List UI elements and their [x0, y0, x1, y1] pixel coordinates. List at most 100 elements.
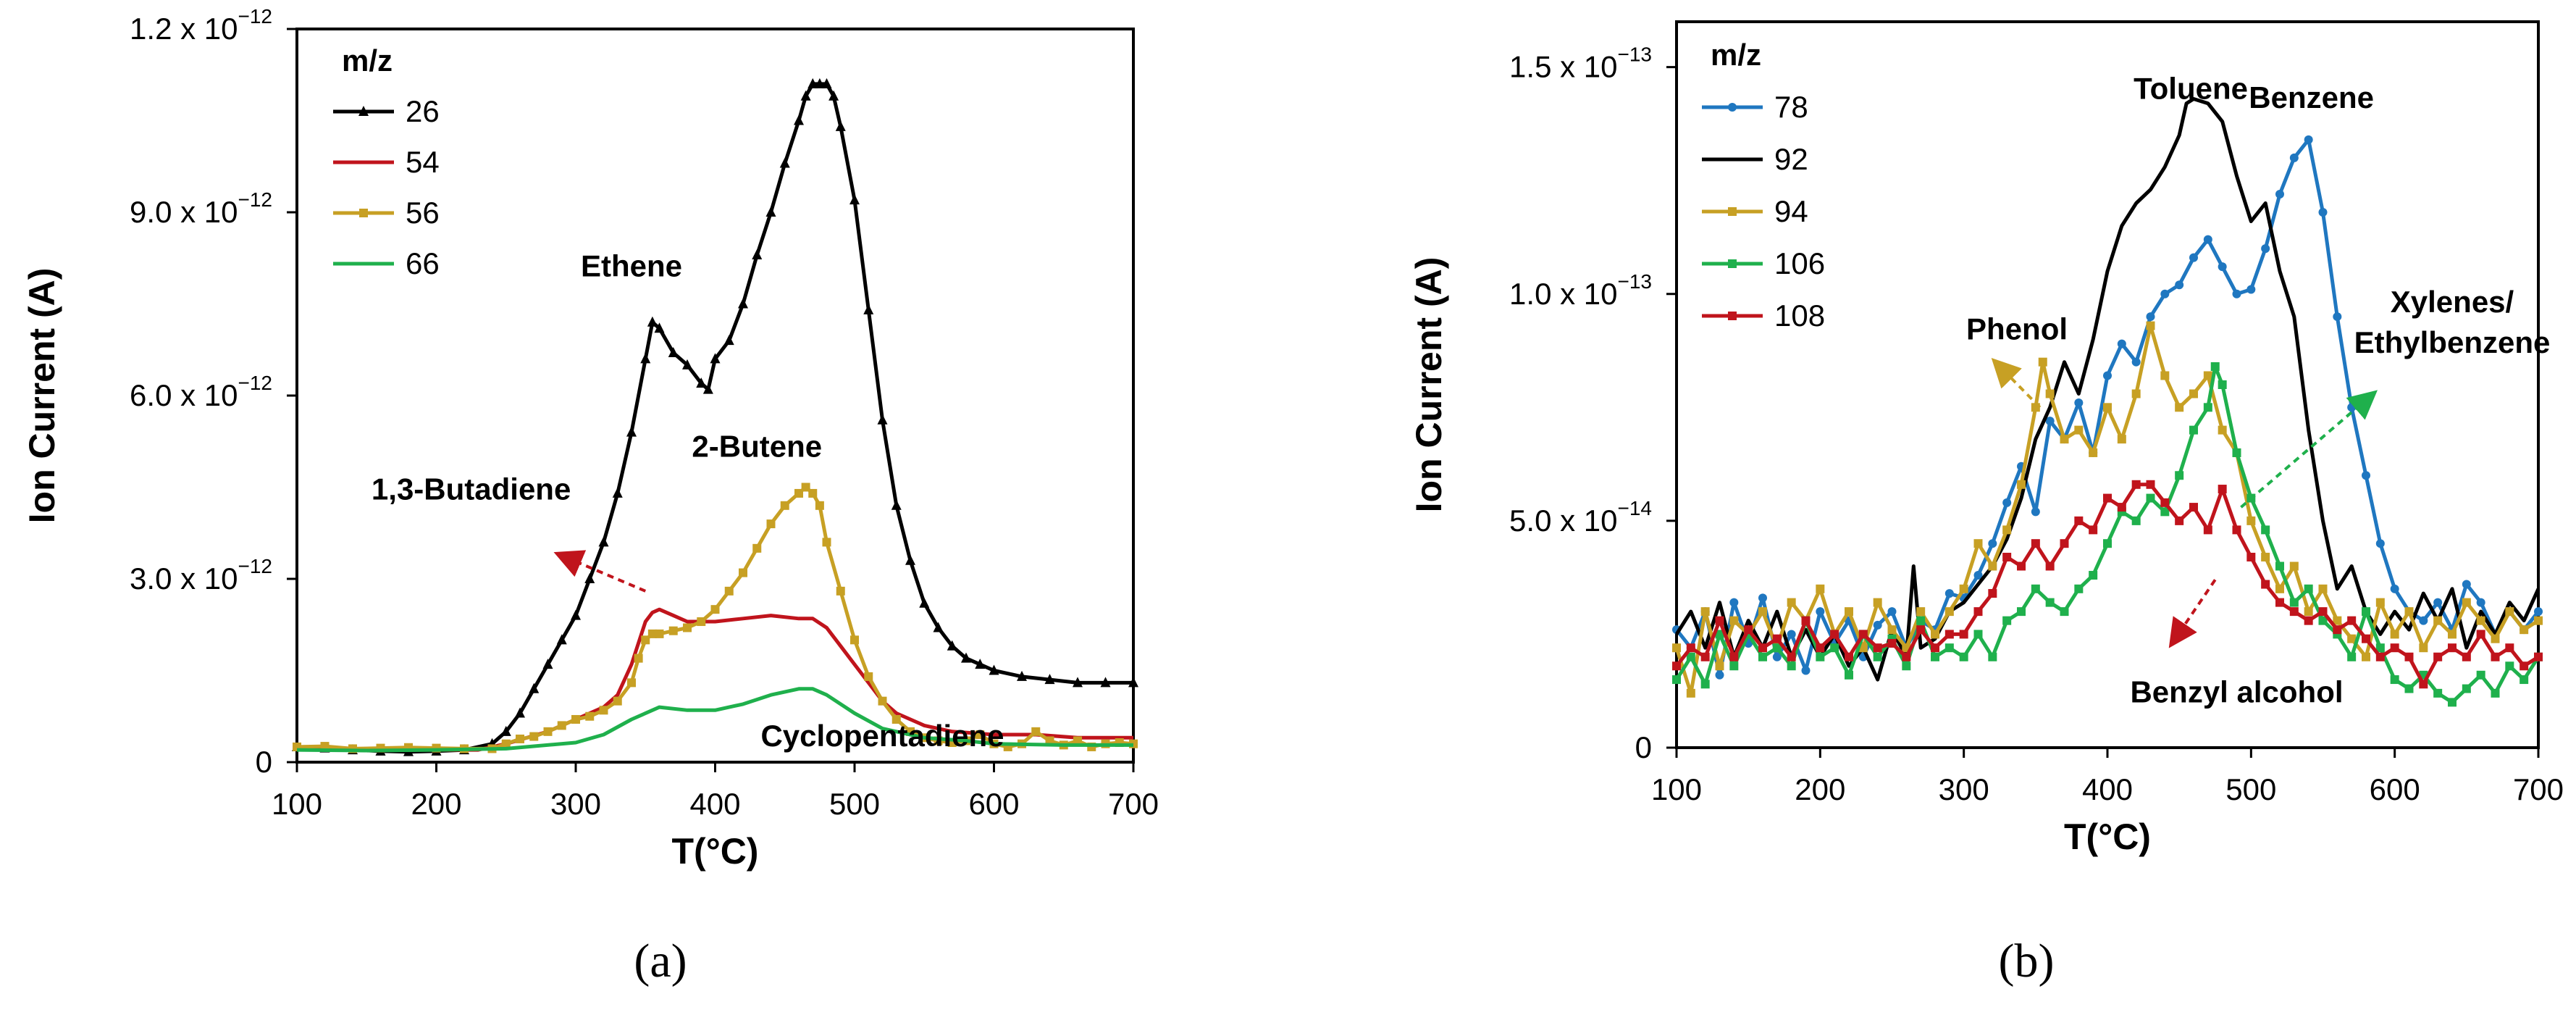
- legend-item: 66: [333, 246, 440, 280]
- data-point-marker: [2089, 525, 2098, 535]
- data-point-marker: [2462, 580, 2471, 589]
- data-point-marker: [2304, 607, 2313, 617]
- data-point-marker: [668, 346, 679, 357]
- data-point-marker: [1672, 661, 1681, 671]
- data-point-marker: [2448, 630, 2457, 639]
- data-point-marker: [1045, 736, 1054, 745]
- data-point-marker: [2433, 598, 2443, 607]
- data-point-marker: [584, 573, 595, 583]
- data-point-marker: [543, 727, 553, 736]
- data-point-marker: [1916, 616, 1926, 625]
- data-point-marker: [1073, 677, 1083, 688]
- annotation-label: Cyclopentadiene: [760, 719, 1004, 753]
- data-point-marker: [529, 732, 539, 741]
- data-point-marker: [1845, 652, 1853, 661]
- data-point-marker: [1700, 652, 1710, 661]
- data-point-marker: [2210, 362, 2220, 371]
- data-point-marker: [1916, 607, 1926, 617]
- data-point-marker: [1715, 630, 1724, 639]
- data-point-marker: [1772, 643, 1782, 653]
- data-point-marker: [2289, 153, 2299, 162]
- x-tick-label: 300: [550, 787, 601, 821]
- data-point-marker: [2347, 616, 2357, 625]
- data-point-marker: [2333, 616, 2342, 625]
- y-tick-label-base: 9.0 x 10: [130, 195, 238, 229]
- data-point-marker: [2419, 616, 2428, 625]
- x-tick-label: 500: [2225, 772, 2276, 806]
- data-point-marker: [1031, 727, 1041, 736]
- data-point-marker: [2362, 652, 2370, 661]
- data-point-marker: [1916, 625, 1926, 635]
- data-point-marker: [1729, 652, 1739, 661]
- legend-title: m/z: [1711, 38, 1761, 72]
- data-point-marker: [1686, 652, 1695, 661]
- data-point-marker: [1729, 661, 1739, 671]
- x-tick-label: 600: [2370, 772, 2420, 806]
- data-point-marker: [2304, 135, 2313, 144]
- y-tick-label-exponent: −12: [238, 372, 273, 394]
- data-point-marker: [828, 90, 839, 101]
- data-point-marker: [864, 672, 873, 681]
- data-point-marker: [800, 90, 811, 101]
- data-point-marker: [2333, 625, 2342, 635]
- data-point-marker: [961, 652, 971, 663]
- data-point-marker: [2189, 389, 2198, 398]
- data-point-marker: [1073, 736, 1082, 745]
- data-point-marker: [500, 725, 511, 736]
- data-point-marker: [2045, 561, 2055, 571]
- data-point-marker: [849, 194, 860, 205]
- series-56: [293, 483, 1138, 753]
- x-tick-label: 400: [689, 787, 740, 821]
- x-tick-label: 100: [272, 787, 322, 821]
- data-point-marker: [2045, 417, 2055, 426]
- data-point-marker: [2103, 403, 2112, 412]
- data-point-marker: [1873, 620, 1882, 630]
- y-tick-label-base: 1.0 x 10: [1509, 277, 1617, 311]
- data-point-marker: [2074, 516, 2084, 525]
- data-point-marker: [2375, 598, 2385, 607]
- data-point-marker: [2117, 339, 2126, 348]
- data-point-marker: [877, 414, 888, 425]
- data-point-marker: [2275, 584, 2284, 593]
- data-point-marker: [2318, 584, 2328, 593]
- data-point-marker: [1128, 677, 1138, 688]
- data-point-marker: [1100, 677, 1111, 688]
- data-point-marker: [1686, 643, 1695, 653]
- data-point-marker: [1931, 652, 1939, 661]
- annotation-arrow: [1991, 357, 2042, 409]
- data-point-marker: [815, 501, 824, 510]
- data-point-marker: [2131, 357, 2141, 367]
- annotation-label: Xylenes/: [2391, 285, 2514, 319]
- data-point-marker: [1873, 643, 1882, 653]
- data-point-marker: [697, 617, 706, 627]
- data-point-marker: [919, 597, 930, 608]
- data-point-marker: [1902, 652, 1911, 661]
- data-point-marker: [752, 543, 762, 553]
- x-tick-label: 400: [2082, 772, 2133, 806]
- data-point-marker: [2347, 634, 2357, 643]
- data-point-marker: [2520, 625, 2529, 635]
- data-point-marker: [1988, 539, 1997, 548]
- data-point-marker: [2362, 607, 2370, 617]
- data-point-marker: [1887, 625, 1897, 635]
- data-point-marker: [2318, 208, 2328, 217]
- data-point-marker: [1873, 652, 1882, 661]
- data-point-marker: [2117, 435, 2126, 444]
- data-point-marker: [1845, 670, 1853, 680]
- data-point-marker: [2505, 661, 2514, 671]
- data-point-marker: [571, 609, 581, 620]
- data-point-marker: [1801, 666, 1811, 675]
- data-point-marker: [2261, 580, 2270, 589]
- data-point-marker: [1787, 630, 1796, 639]
- data-point-marker: [2362, 634, 2370, 643]
- data-point-marker: [710, 605, 720, 614]
- series-54: [296, 607, 1133, 752]
- data-point-marker: [794, 488, 803, 498]
- data-point-marker: [2534, 652, 2543, 661]
- data-point-marker: [2060, 607, 2069, 617]
- annotation-label: Ethylbenzene: [2354, 325, 2551, 359]
- series-line-92: [1674, 97, 2541, 682]
- data-point-marker: [1973, 630, 1983, 639]
- x-tick-label: 300: [1939, 772, 1989, 806]
- data-point-marker: [1816, 652, 1825, 661]
